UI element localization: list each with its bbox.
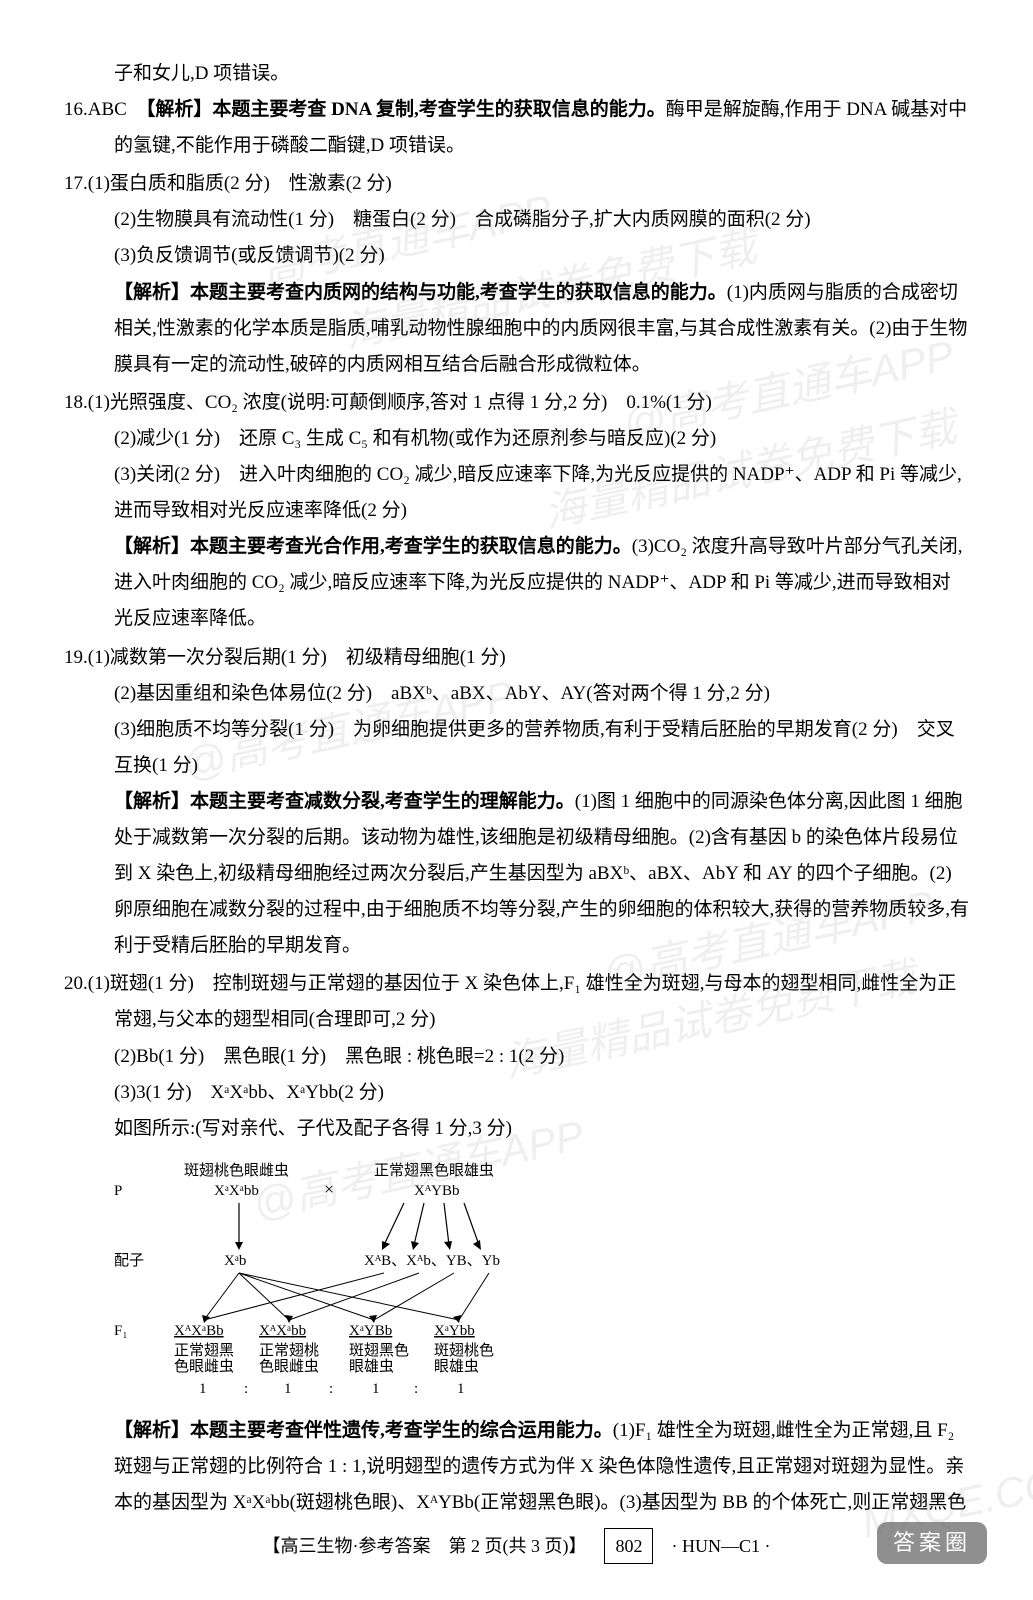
genetics-diagram: P 斑翅桃色眼雌虫 XᵃXᵃbb × 正常翅黑色眼雄虫 XᴬYBb 配子 bbox=[114, 1155, 969, 1405]
ratio-3: 1 bbox=[457, 1381, 465, 1397]
item-sub: (1)蛋白质和脂质(2 分) 性激素(2 分) bbox=[88, 173, 392, 194]
item-num: 18. bbox=[64, 392, 88, 413]
label-gamete: 配子 bbox=[114, 1252, 144, 1269]
item-num: 20. bbox=[64, 973, 88, 994]
item-sub: (3)细胞质不均等分裂(1 分) 为卵细胞提供更多的营养物质,有利于受精后胚胎的… bbox=[114, 712, 969, 784]
f1-ph-3a: 斑翅桃色 bbox=[434, 1342, 494, 1359]
item-num: 17. bbox=[64, 173, 88, 194]
diag-gamete-right: XᴬB、Xᴬb、YB、Yb bbox=[364, 1253, 500, 1269]
footer-code: · HUN—C1 · bbox=[671, 1536, 770, 1556]
item-sub: (1)减数第一次分裂后期(1 分) 初级精母细胞(1 分) bbox=[88, 647, 506, 668]
svg-text::: : bbox=[244, 1381, 248, 1397]
item-18: 18.(1)光照强度、CO₂ 浓度(说明:可颠倒顺序,答对 1 点得 1 分,2… bbox=[64, 385, 969, 638]
analysis-label: 【解析】本题主要考查减数分裂,考查学生的理解能力。 bbox=[114, 791, 575, 812]
f1-ph-2a: 斑翅黑色 bbox=[349, 1342, 409, 1359]
f1-geno-1: XᴬXᵃbb bbox=[259, 1323, 306, 1339]
svg-text::: : bbox=[329, 1381, 333, 1397]
item-sub: (3)关闭(2 分) 进入叶肉细胞的 CO₂ 减少,暗反应速率下降,为光反应提供… bbox=[114, 457, 969, 529]
ratio-2: 1 bbox=[372, 1381, 380, 1397]
analysis-label: 【解析】本题主要考查内质网的结构与功能,考查学生的获取信息的能力。 bbox=[114, 282, 727, 303]
item-sub: (2)基因重组和染色体易位(2 分) aBXᵇ、aBX、AbY、AY(答对两个得… bbox=[114, 676, 969, 712]
f1-geno-0: XᴬXᵃBb bbox=[174, 1323, 224, 1339]
item-sub: (1)光照强度、CO₂ 浓度(说明:可颠倒顺序,答对 1 点得 1 分,2 分)… bbox=[88, 392, 712, 413]
diag-p-left: XᵃXᵃbb bbox=[214, 1183, 259, 1199]
f1-ph-1b: 色眼雌虫 bbox=[259, 1358, 319, 1375]
item-sub: (3)3(1 分) XᵃXᵃbb、XᵃYbb(2 分) bbox=[114, 1075, 969, 1111]
item-sub: (2)Bb(1 分) 黑色眼(1 分) 黑色眼 : 桃色眼=2 : 1(2 分) bbox=[114, 1039, 969, 1075]
diag-p-right: XᴬYBb bbox=[414, 1183, 460, 1199]
analysis-label: 【解析】本题主要考查伴性遗传,考查学生的综合运用能力。 bbox=[114, 1420, 613, 1441]
item-19: 19.(1)减数第一次分裂后期(1 分) 初级精母细胞(1 分) (2)基因重组… bbox=[64, 640, 969, 965]
item-sub: (3)负反馈调节(或反馈调节)(2 分) bbox=[114, 238, 969, 274]
item-sub: (1)斑翅(1 分) 控制斑翅与正常翅的基因位于 X 染色体上,F₁ 雄性全为斑… bbox=[88, 973, 956, 1030]
item-20: 20.(1)斑翅(1 分) 控制斑翅与正常翅的基因位于 X 染色体上,F₁ 雄性… bbox=[64, 966, 969, 1521]
f1-ph-1a: 正常翅桃 bbox=[259, 1342, 319, 1359]
f1-ph-3b: 眼雄虫 bbox=[434, 1358, 479, 1375]
ratio-0: 1 bbox=[199, 1381, 207, 1397]
item-sub: 如图所示:(写对亲代、子代及配子各得 1 分,3 分) bbox=[114, 1111, 969, 1147]
label-P: P bbox=[114, 1183, 122, 1199]
ratio-1: 1 bbox=[284, 1381, 292, 1397]
item-num: 19. bbox=[64, 647, 88, 668]
logo-watermark: 答案圈 bbox=[877, 1522, 987, 1564]
diag-title-right: 正常翅黑色眼雄虫 bbox=[374, 1162, 494, 1179]
item-sub: (2)生物膜具有流动性(1 分) 糖蛋白(2 分) 合成磷脂分子,扩大内质网膜的… bbox=[114, 202, 969, 238]
item-num: 16. bbox=[64, 99, 88, 120]
footer-text: 【高三生物·参考答案 第 2 页(共 3 页)】 bbox=[263, 1536, 587, 1556]
f1-geno-3: XᵃYbb bbox=[434, 1323, 475, 1339]
analysis-label: 【解析】本题主要考查光合作用,考查学生的获取信息的能力。 bbox=[114, 536, 632, 557]
diag-cross: × bbox=[324, 1179, 334, 1199]
diag-title-left: 斑翅桃色眼雌虫 bbox=[184, 1162, 289, 1179]
item-16: 16.ABC 【解析】本题主要考查 DNA 复制,考查学生的获取信息的能力。酶甲… bbox=[64, 92, 969, 164]
analysis-text: (1)图 1 细胞中的同源染色体分离,因此图 1 细胞处于减数第一次分裂的后期。… bbox=[114, 791, 969, 956]
item-sub: (2)减少(1 分) 还原 C₃ 生成 C₅ 和有机物(或作为还原剂参与暗反应)… bbox=[114, 421, 969, 457]
analysis-label: 【解析】本题主要考查 DNA 复制,考查学生的获取信息的能力。 bbox=[146, 99, 666, 120]
f1-ph-2b: 眼雄虫 bbox=[349, 1358, 394, 1375]
f1-ph-0a: 正常翅黑 bbox=[174, 1342, 234, 1359]
svg-text::: : bbox=[414, 1381, 418, 1397]
diag-gamete-left: Xᵃb bbox=[224, 1253, 246, 1269]
f1-geno-2: XᵃYBb bbox=[349, 1323, 392, 1339]
f1-ph-0b: 色眼雌虫 bbox=[174, 1358, 234, 1375]
footer-page-num: 802 bbox=[604, 1528, 653, 1564]
label-F1: F₁ bbox=[114, 1323, 128, 1339]
item-prefix: ABC bbox=[88, 99, 146, 120]
item-17: 17.(1)蛋白质和脂质(2 分) 性激素(2 分) (2)生物膜具有流动性(1… bbox=[64, 166, 969, 383]
prev-page-continuation: 子和女儿,D 项错误。 bbox=[114, 56, 969, 92]
